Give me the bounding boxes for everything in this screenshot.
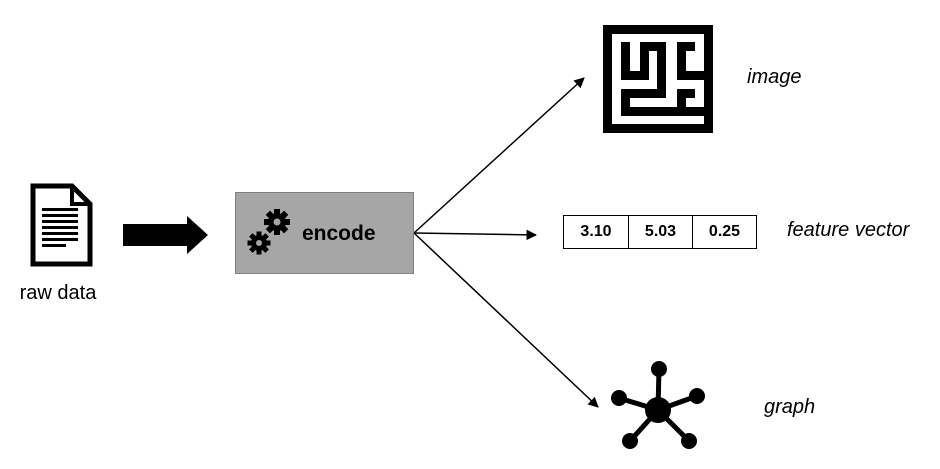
gears-icon <box>247 209 290 255</box>
feature-vector-cell: 0.25 <box>692 216 756 248</box>
raw-data-label: raw data <box>19 282 97 304</box>
feature-vector-cell: 5.03 <box>628 216 692 248</box>
feature-vector-table: 3.10 5.03 0.25 <box>563 215 757 249</box>
encode-label: encode <box>302 222 376 245</box>
document-icon <box>30 183 93 267</box>
arrow-encode-to-feature-vector <box>413 229 538 241</box>
graph-label: graph <box>764 396 816 418</box>
network-graph-icon <box>611 361 705 449</box>
encode-box <box>235 192 414 274</box>
thick-arrow-raw-to-encode <box>123 216 208 254</box>
arrow-encode-to-image <box>413 77 585 234</box>
feature-vector-cell: 3.10 <box>580 223 612 240</box>
arrow-encode-to-graph <box>413 232 599 408</box>
feature-vector-label: feature vector <box>787 219 910 241</box>
image-label: image <box>747 66 802 88</box>
maze-icon <box>603 25 713 133</box>
